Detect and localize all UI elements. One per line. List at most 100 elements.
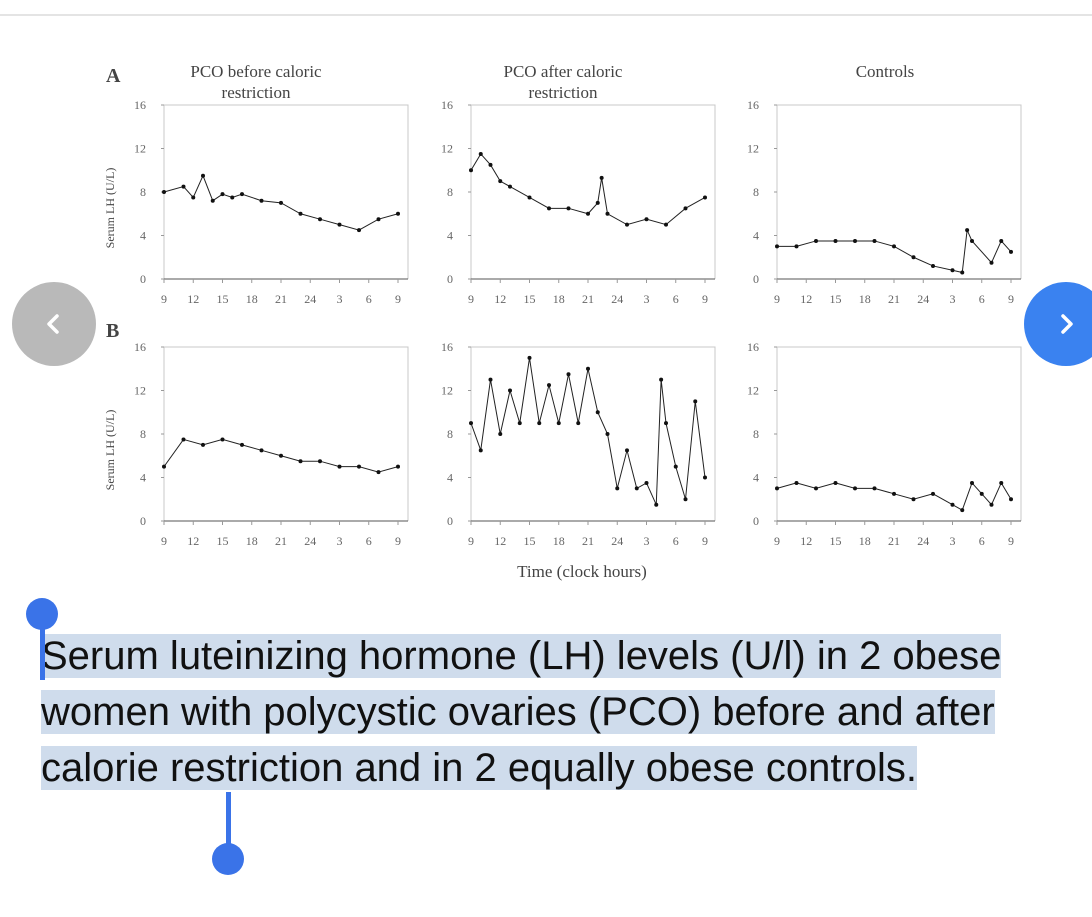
lh-data-point [989,502,994,507]
lh-data-point [162,464,166,469]
lh-data-point [230,195,235,200]
y-tick-label: 4 [753,471,759,485]
x-tick-label: 15 [830,292,842,306]
x-tick-label: 6 [673,292,679,306]
lh-data-point [576,421,581,426]
x-tick-label: 9 [395,534,401,548]
y-tick-label: 0 [447,514,453,528]
lh-data-point [488,377,493,382]
lh-data-point [181,437,186,442]
x-tick-label: 24 [611,534,623,548]
x-tick-label: 21 [888,534,900,548]
y-tick-label: 8 [140,185,146,199]
lh-data-point [508,184,512,189]
lh-data-point [220,437,225,442]
lh-data-point [605,432,610,436]
lh-data-point [162,190,166,194]
lh-data-point [775,244,779,249]
chevron-left-icon [47,314,59,334]
lh-data-point [775,486,779,491]
lh-data-point [279,453,283,458]
previous-button[interactable] [12,282,96,366]
y-tick-label: 16 [134,98,146,112]
lh-data-point [1009,249,1013,254]
y-tick-label: 16 [134,340,146,354]
x-tick-label: 12 [494,534,506,548]
y-tick-label: 12 [747,384,759,398]
x-tick-label: 21 [275,534,287,548]
lh-series-line [777,228,1012,274]
lh-data-point [872,486,877,491]
lh-data-point [634,486,639,491]
lh-data-point [644,480,649,485]
lh-data-point [625,448,629,453]
lh-data-point [979,491,984,496]
lh-figure: A Serum LH (U/L) B Serum LH (U/L) PCO before… [103,62,1022,581]
x-tick-label: 12 [187,534,199,548]
lh-data-point [240,442,244,447]
panel-a-controls: 0 4 8 12 16 9 12 15 18 21 24 3 6 9 [747,98,1022,306]
x-tick-label: 6 [979,292,985,306]
lh-data-point [527,355,532,360]
lh-data-point [508,388,512,393]
x-tick-label: 12 [800,292,812,306]
x-tick-label: 24 [917,534,929,548]
lh-data-point [478,448,483,453]
lh-data-point [498,432,503,436]
lh-data-point [892,244,896,249]
x-tick-label: 21 [582,292,594,306]
y-tick-label: 4 [140,471,146,485]
lh-data-point [396,211,400,216]
x-tick-label: 9 [1008,534,1014,548]
x-tick-label: 24 [304,292,316,306]
lh-data-point [693,399,698,404]
lh-data-point [965,228,970,233]
x-axis-label: Time (clock hours) [517,562,647,581]
x-tick-label: 6 [673,534,679,548]
x-tick-label: 18 [553,534,565,548]
column-title-pco-before-line-1: PCO before caloric [190,62,322,81]
x-tick-label: 3 [337,534,343,548]
x-tick-label: 9 [1008,292,1014,306]
lh-data-point [999,238,1004,243]
panel-a-pco-before: 0 4 8 12 16 9 12 15 18 21 24 3 6 9 [134,98,409,306]
lh-data-point [644,217,649,222]
lh-data-point [556,421,561,426]
lh-series-line [776,481,1012,511]
x-tick-label: 18 [246,292,258,306]
lh-data-point [357,464,361,469]
panel-frame [470,346,716,521]
lh-data-point [376,470,381,475]
y-tick-label: 16 [441,98,453,112]
panel-a-pco-after: 0 4 8 12 16 9 12 15 18 21 24 3 6 9 [441,98,716,306]
y-tick-label: 0 [753,272,759,286]
lh-data-point [279,200,283,205]
y-tick-label: 4 [140,229,146,243]
figure-caption-container[interactable]: Serum luteinizing hormone (LH) levels (U… [41,628,1081,796]
panel-b-controls: 0 4 8 12 16 9 12 15 18 21 24 3 6 9 [747,340,1022,548]
y-tick-label: 16 [747,98,759,112]
x-tick-label: 15 [524,534,536,548]
y-tick-label: 8 [447,427,453,441]
lh-data-point [595,410,600,415]
next-button[interactable] [1024,282,1092,366]
lh-data-point [853,486,857,491]
y-tick-label: 8 [753,185,759,199]
lh-data-point [586,211,590,216]
lh-data-point [683,497,688,502]
x-tick-label: 3 [950,292,956,306]
selected-caption-text[interactable]: Serum luteinizing hormone (LH) levels (U… [41,634,1002,790]
selection-end-handle[interactable] [212,843,244,875]
y-tick-label: 12 [441,384,453,398]
x-tick-label: 15 [524,292,536,306]
figure-caption[interactable]: Serum luteinizing hormone (LH) levels (U… [41,628,1081,796]
x-tick-label: 21 [888,292,900,306]
x-tick-label: 3 [950,534,956,548]
selection-start-handle[interactable] [26,598,58,630]
lh-data-point [527,195,532,200]
x-tick-label: 15 [217,292,229,306]
lh-data-point [469,168,473,173]
y-tick-label: 16 [747,340,759,354]
lh-data-point [605,211,610,216]
panel-b-pco-before: 0 4 8 12 16 9 12 15 18 21 24 3 6 9 [134,340,409,548]
